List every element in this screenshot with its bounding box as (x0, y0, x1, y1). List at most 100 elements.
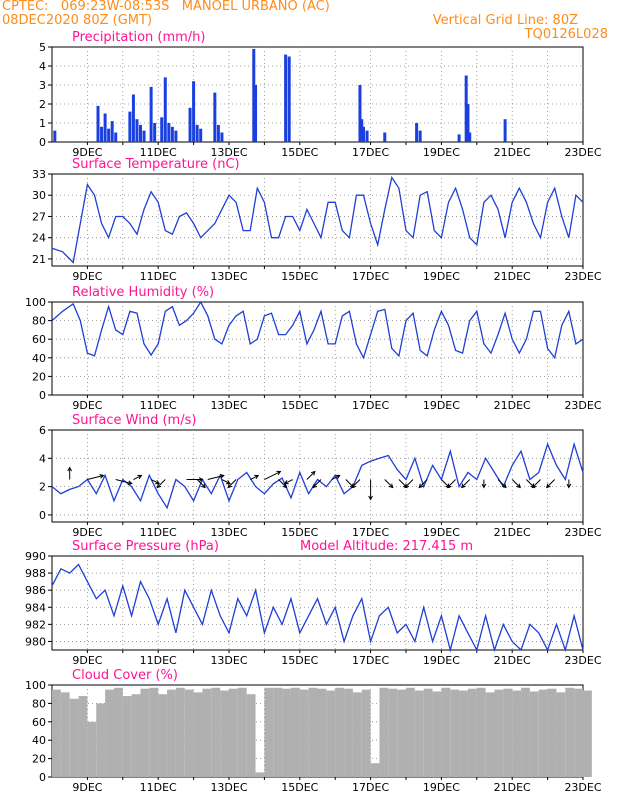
panel-3-xtick-label: 17DEC (352, 399, 389, 412)
panel-6-bar (476, 687, 486, 777)
panel-5-xtick-label: 21DEC (494, 654, 531, 667)
panel-6-bar (538, 689, 548, 777)
panel-6-bar (282, 688, 291, 777)
panel-2-xtick-label: 19DEC (423, 270, 460, 283)
panel-2-ytick-label: 27 (32, 210, 46, 223)
panel-6-ytick-label: 60 (32, 716, 46, 729)
panel-6-bar (361, 689, 371, 777)
panel-1-bar (160, 117, 164, 142)
panel-2-xtick-label: 9DEC (72, 270, 102, 283)
panel-6-bar (96, 703, 106, 777)
panel-6-bar (105, 689, 114, 777)
panel-1-bar (254, 85, 258, 142)
panel-6-bar (78, 696, 88, 777)
panel-5-xtick-label: 13DEC (210, 654, 247, 667)
panel-6-bar (237, 687, 247, 777)
panel-4-wind-arrow-head (67, 466, 73, 472)
panel-4-wind-arrow-head (276, 470, 282, 476)
panel-2-series-line (51, 175, 584, 264)
panel-6-bar (423, 688, 433, 777)
panel-3-xtick-label: 21DEC (494, 399, 531, 412)
panel-4-wind-arrow (351, 479, 361, 488)
panel-1-bar (503, 119, 507, 142)
panel-1-bar (163, 77, 167, 142)
panel-1-bar (170, 126, 174, 142)
panel-1-xtick-label: 17DEC (352, 146, 389, 159)
panel-4-wind-arrow-head (156, 483, 162, 489)
panel-1-ytick-label: 4 (39, 60, 46, 73)
panel-4-wind-arrow-head (219, 474, 225, 479)
panel-4-wind-arrow-head (312, 483, 318, 489)
panel-1-title: Precipitation (mm/h) (72, 30, 205, 45)
panel-1-bar (149, 86, 153, 142)
panel-4-wind-arrow (133, 475, 142, 480)
panel-5-xtick-label: 23DEC (564, 654, 601, 667)
panel-6-xtick-label: 9DEC (72, 781, 102, 794)
panel-2-frame (51, 173, 584, 267)
panel-1-bar (252, 48, 256, 142)
panel-1-bar (114, 132, 118, 142)
panel-2-ytick-label: 24 (32, 232, 46, 245)
panel-4-wind-arrow (227, 479, 237, 488)
panel-6-bar (122, 696, 132, 777)
panel-3-title: Relative Humidity (%) (72, 285, 214, 300)
panel-4-wind-arrow-head (566, 483, 572, 489)
panel-6-bar (344, 688, 353, 777)
panel-6-bar (220, 690, 229, 777)
panel-4-wind-arrow-head (388, 483, 394, 489)
panel-1-bar (383, 132, 387, 142)
panel-4-xtick-label: 15DEC (281, 526, 318, 539)
panel-6-bar (273, 687, 283, 777)
panel-1-xtick-label: 9DEC (72, 146, 102, 159)
panel-5-ytick-label: 986 (25, 584, 46, 597)
panel-4-ytick-label: 6 (39, 424, 46, 437)
panel-1-bar (220, 132, 224, 142)
panel-1-bar (167, 123, 171, 142)
panel-4-wind-arrow-head (198, 477, 204, 482)
panel-6-bar (52, 689, 61, 777)
panel-2-xtick-label: 15DEC (281, 270, 318, 283)
panel-4-series-line (51, 441, 584, 510)
panel-4-title: Surface Wind (m/s) (72, 413, 196, 428)
panel-6-bar (211, 687, 221, 777)
panel-6-bar (264, 687, 274, 777)
panel-6-ytick-label: 20 (32, 753, 46, 766)
panel-6-bar (246, 694, 256, 777)
panel-6-bar (565, 687, 575, 777)
panel-5-ytick-label: 988 (25, 567, 46, 580)
panel-4-wind-arrow (284, 479, 293, 484)
panel-6-bar (290, 687, 300, 777)
header-model: TQ0126L028 (524, 27, 608, 42)
panel-4-wind-arrow (306, 471, 316, 480)
panel-1-bar (195, 124, 199, 142)
panel-6-xtick-label: 11DEC (140, 781, 177, 794)
panel-5-annotation: Model Altitude: 217.415 m (300, 539, 473, 554)
panel-6-title: Cloud Cover (%) (72, 668, 178, 683)
panel-6-bar (397, 689, 406, 777)
panel-4-wind-arrow (404, 479, 414, 488)
panel-6-bar (441, 687, 451, 777)
panel-6-bar (317, 688, 327, 777)
panel-6-bar (521, 687, 530, 777)
panel-6-bar (87, 721, 97, 777)
panel-6-bar (352, 692, 362, 777)
panel-4-wind-arrow (461, 479, 471, 488)
panel-4-wind-arrow (150, 479, 160, 484)
panel-2-xtick-label: 23DEC (564, 270, 601, 283)
panel-4-wind-arrow-head (254, 474, 260, 480)
panel-6-bar (326, 690, 336, 777)
panel-4-xtick-label: 11DEC (140, 526, 177, 539)
panel-6-bar (503, 688, 513, 777)
panel-3-xtick-label: 15DEC (281, 399, 318, 412)
panel-1-bar (216, 124, 220, 142)
panel-4-wind-arrow (447, 479, 456, 488)
panel-4-wind-arrow-head (481, 483, 487, 489)
panel-1-bar (199, 128, 203, 142)
panel-1-bar (103, 113, 107, 142)
panel-6-bar (547, 688, 557, 777)
panel-5-xtick-label: 19DEC (423, 654, 460, 667)
panel-6-bar (193, 692, 203, 777)
panel-6-bar (494, 689, 504, 777)
panel-1-bar (128, 111, 132, 142)
panel-4-wind-arrow-head (335, 474, 341, 480)
